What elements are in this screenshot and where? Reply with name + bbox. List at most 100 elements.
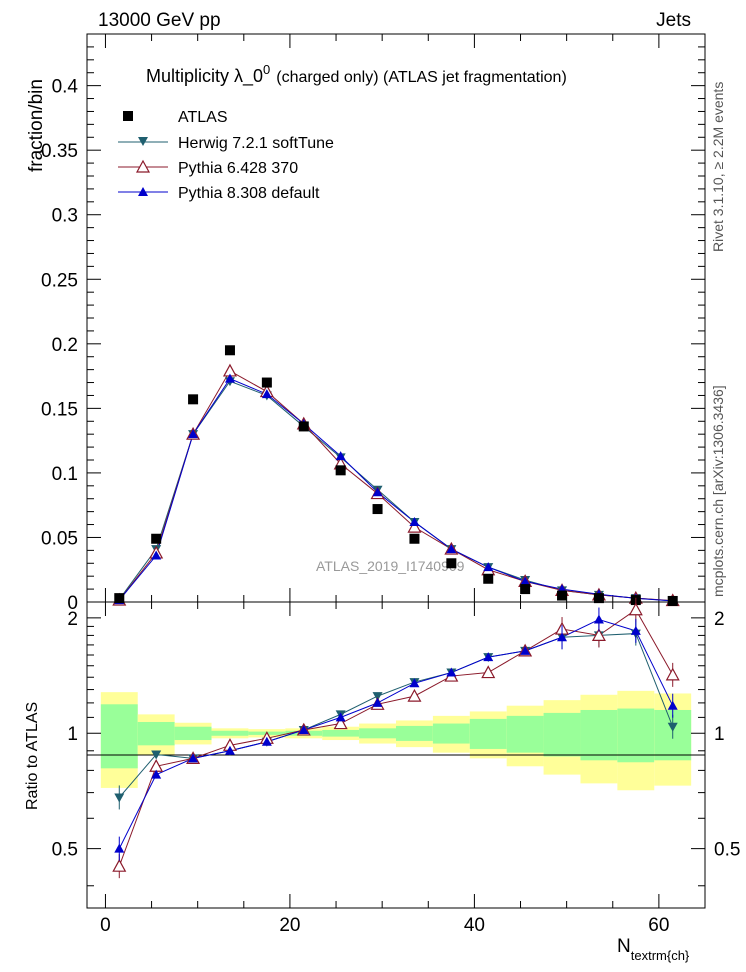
main-line-pythia-8-308-default: [118, 378, 673, 602]
ratio-x-tick-label: 0: [100, 915, 111, 936]
legend-marker-herwig: [138, 137, 148, 146]
legend-marker-pythia8: [138, 187, 148, 196]
main-point-pythia-8-308-default: [151, 550, 162, 560]
legend-entry-atlas: ATLAS: [123, 109, 228, 126]
legend-label-pythia6: Pythia 6.428 370: [178, 160, 298, 177]
ratio-band-inner: [432, 723, 470, 744]
ratio-panel-frame: [86, 601, 706, 909]
ratio-band-inner: [396, 725, 433, 741]
ratio-y-tick-label-right: 1: [714, 724, 725, 745]
ratio-band-inner: [211, 730, 249, 736]
main-y-tick-label: 0.25: [41, 270, 78, 291]
main-point-pythia-8-308-default: [335, 451, 346, 461]
main-point-atlas: [298, 421, 309, 432]
main-point-pythia-8-308-default: [483, 562, 494, 572]
main-y-tick-label: 0.35: [41, 141, 78, 162]
main-y-tick-label: 0.2: [52, 335, 78, 356]
ratio-point-pythia-6-428-370: [665, 667, 680, 681]
ratio-y-tick-label-right: 2: [714, 609, 725, 630]
ratio-point-pythia-8-308-default: [335, 712, 346, 722]
main-point-pythia-8-308-default: [409, 516, 420, 526]
main-point-atlas: [114, 593, 125, 604]
main-point-atlas: [409, 533, 420, 544]
ratio-series-group: [112, 597, 680, 879]
main-point-atlas: [520, 584, 531, 595]
ratio-point-pythia-8-308-default: [298, 724, 309, 734]
main-y-label: fraction/bin: [26, 79, 47, 172]
ratio-point-herwig-7-2-1-softtune: [151, 750, 162, 760]
ratio-point-herwig-7-2-1-softtune: [667, 722, 678, 732]
main-point-atlas: [446, 558, 457, 569]
ratio-point-pythia-6-428-370: [481, 665, 496, 679]
main-series-group: [112, 345, 680, 607]
main-y-tick-label: 0.3: [52, 206, 78, 227]
main-point-pythia-8-308-default: [372, 487, 383, 497]
main-point-atlas: [667, 595, 678, 606]
side-label-top: Rivet 3.1.10, ≥ 2.2M events: [710, 82, 726, 252]
main-point-atlas: [557, 590, 568, 601]
main-y-tick-label: 0.15: [41, 399, 78, 420]
ratio-x-ticks: 0 20 40 60: [100, 602, 669, 936]
ratio-uncertainty-bands: [100, 690, 692, 791]
ratio-x-tick-label: 20: [279, 915, 300, 936]
ratio-point-pythia-6-428-370: [407, 688, 422, 702]
ratio-band-inner: [322, 729, 360, 737]
ratio-point-pythia-8-308-default: [151, 769, 162, 779]
main-y-tick-label: 0: [67, 593, 78, 614]
ratio-point-pythia-6-428-370: [628, 602, 643, 616]
ratio-x-tick-label: 60: [648, 915, 669, 936]
legend-marker-atlas: [123, 111, 133, 121]
ratio-point-pythia-6-428-370: [333, 716, 348, 730]
ratio-point-pythia-8-308-default: [593, 614, 604, 624]
main-point-atlas: [151, 533, 162, 544]
ratio-point-pythia-8-308-default: [557, 632, 568, 642]
x-axis-label-main: N: [617, 936, 631, 957]
ratio-band-inner: [617, 708, 655, 763]
ratio-band-inner: [137, 721, 175, 746]
main-panel: 0 0.05 0.1 0.15 0.2 0.25 0.3 0.35 0.4 Multiplici…: [26, 33, 706, 614]
ratio-band-inner: [359, 728, 396, 739]
ratio-point-pythia-8-308-default: [224, 745, 235, 755]
ratio-y-tick-label: 0.5: [52, 840, 78, 861]
main-point-atlas: [372, 504, 383, 515]
side-label-bottom: mcplots.cern.ch [arXiv:1306.3436]: [710, 385, 726, 597]
ratio-point-herwig-7-2-1-softtune: [114, 793, 125, 803]
main-point-pythia-6-428-370: [407, 519, 422, 533]
main-y-tick-label: 0.1: [52, 464, 78, 485]
ratio-point-pythia-8-308-default: [261, 736, 272, 746]
legend-entry-pythia6: Pythia 6.428 370: [118, 159, 298, 177]
ratio-y-tick-label: 1: [67, 724, 78, 745]
main-point-pythia-8-308-default: [261, 389, 272, 399]
legend-label-atlas: ATLAS: [178, 109, 228, 126]
ratio-point-pythia-8-308-default: [630, 625, 641, 635]
ratio-point-pythia-6-428-370: [591, 628, 606, 642]
ratio-point-pythia-8-308-default: [409, 678, 420, 688]
main-point-atlas: [224, 345, 235, 356]
main-point-pythia-8-308-default: [446, 544, 457, 554]
main-point-atlas: [483, 573, 494, 584]
x-axis-label-sub: textrm{ch}: [631, 948, 690, 963]
main-line-pythia-6-428-370: [118, 370, 673, 602]
main-point-atlas: [261, 377, 272, 388]
ratio-band-inner: [469, 718, 507, 749]
ratio-y-tick-label-right: 0.5: [714, 840, 740, 861]
ratio-band-inner: [580, 709, 618, 761]
ratio-point-pythia-6-428-370: [112, 858, 127, 872]
legend-entry-herwig: Herwig 7.2.1 softTune: [118, 135, 334, 152]
main-title-text: Multiplicity λ_0: [146, 66, 263, 87]
ratio-x-tick-label: 40: [464, 915, 485, 936]
legend-label-pythia8: Pythia 8.308 default: [178, 185, 320, 202]
main-point-pythia-8-308-default: [224, 373, 235, 383]
header-right: Jets: [656, 10, 691, 31]
ratio-band-inner: [100, 704, 138, 769]
main-y-tick-label: 0.05: [41, 528, 78, 549]
ratio-line-pythia-6-428-370: [118, 609, 674, 867]
main-point-pythia-8-308-default: [520, 576, 531, 586]
ratio-band-inner: [543, 712, 581, 757]
ratio-point-pythia-8-308-default: [483, 652, 494, 662]
header-left: 13000 GeV pp: [98, 10, 221, 31]
ratio-point-pythia-8-308-default: [114, 843, 125, 853]
x-axis-label: Ntextrm{ch}: [617, 936, 690, 963]
ratio-point-pythia-8-308-default: [372, 697, 383, 707]
